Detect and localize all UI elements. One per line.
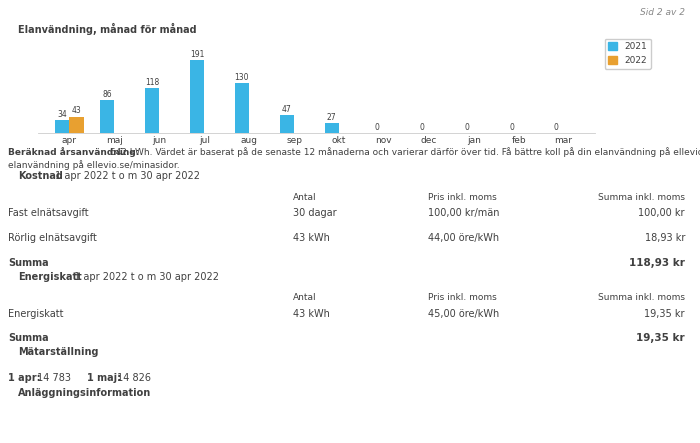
Text: 100,00 kr/män: 100,00 kr/män — [428, 209, 500, 218]
Text: 19,35 kr: 19,35 kr — [645, 309, 685, 319]
Text: Antal: Antal — [293, 193, 316, 202]
Text: Summa inkl. moms: Summa inkl. moms — [598, 294, 685, 303]
Text: 100,00 kr: 100,00 kr — [638, 209, 685, 218]
Text: 45,00 öre/kWh: 45,00 öre/kWh — [428, 309, 499, 319]
Text: Pris inkl. moms: Pris inkl. moms — [428, 294, 497, 303]
Text: Summa: Summa — [8, 257, 48, 268]
Text: 19,35 kr: 19,35 kr — [636, 333, 685, 343]
Text: Sid 2 av 2: Sid 2 av 2 — [640, 8, 685, 17]
Text: 0: 0 — [464, 123, 469, 132]
Text: 14 826: 14 826 — [113, 373, 150, 383]
Text: 1 maj:: 1 maj: — [88, 373, 121, 383]
Bar — [69, 117, 84, 133]
Text: 1 apr:: 1 apr: — [8, 373, 41, 383]
Text: Mätarställning: Mätarställning — [18, 347, 99, 357]
Bar — [190, 60, 204, 133]
Bar — [325, 123, 339, 133]
Text: 86: 86 — [102, 90, 112, 99]
Text: Energiskatt: Energiskatt — [18, 272, 82, 281]
Text: 118: 118 — [145, 78, 159, 87]
Text: 30 dagar: 30 dagar — [293, 209, 337, 218]
Text: 0: 0 — [509, 123, 514, 132]
Text: Antal: Antal — [293, 294, 316, 303]
Bar — [100, 100, 114, 133]
Text: 0: 0 — [419, 123, 424, 132]
Text: Anläggningsinformation: Anläggningsinformation — [18, 388, 151, 398]
Text: 118,93 kr: 118,93 kr — [629, 257, 685, 268]
Text: 47: 47 — [282, 105, 292, 114]
Text: Pris inkl. moms: Pris inkl. moms — [428, 193, 497, 202]
Text: Rörlig elnätsavgift: Rörlig elnätsavgift — [8, 233, 97, 244]
Text: Elanvändning, månad för månad: Elanvändning, månad för månad — [18, 23, 197, 35]
Text: 34: 34 — [57, 110, 67, 119]
Text: Kostnad: Kostnad — [18, 171, 63, 181]
Text: 43: 43 — [72, 106, 81, 115]
Text: 642 kWh. Värdet är baserat på de senaste 12 månaderna och varierar därför över t: 642 kWh. Värdet är baserat på de senaste… — [107, 147, 700, 157]
Bar — [280, 115, 294, 133]
Legend: 2021, 2022: 2021, 2022 — [605, 39, 651, 69]
Text: 191: 191 — [190, 50, 204, 59]
Text: Summa inkl. moms: Summa inkl. moms — [598, 193, 685, 202]
Text: Summa: Summa — [8, 333, 48, 343]
Text: 27: 27 — [327, 113, 337, 121]
Text: Fast elnätsavgift: Fast elnätsavgift — [8, 209, 89, 218]
Bar — [234, 83, 249, 133]
Text: 43 kWh: 43 kWh — [293, 309, 330, 319]
Text: 130: 130 — [234, 73, 249, 82]
Text: 1 apr 2022 t o m 30 apr 2022: 1 apr 2022 t o m 30 apr 2022 — [52, 171, 200, 181]
Text: 43 kWh: 43 kWh — [293, 233, 330, 244]
Text: elanvändning på ellevio.se/minasidor.: elanvändning på ellevio.se/minasidor. — [8, 160, 180, 170]
Text: Beräknad årsanvändning:: Beräknad årsanvändning: — [8, 147, 139, 157]
Text: 1 apr 2022 t o m 30 apr 2022: 1 apr 2022 t o m 30 apr 2022 — [71, 272, 219, 281]
Bar — [55, 120, 69, 133]
Text: 0: 0 — [374, 123, 379, 132]
Text: Energiskatt: Energiskatt — [8, 309, 64, 319]
Bar — [145, 88, 160, 133]
Text: 14 783: 14 783 — [34, 373, 71, 383]
Text: 18,93 kr: 18,93 kr — [645, 233, 685, 244]
Text: 44,00 öre/kWh: 44,00 öre/kWh — [428, 233, 499, 244]
Text: 0: 0 — [554, 123, 559, 132]
